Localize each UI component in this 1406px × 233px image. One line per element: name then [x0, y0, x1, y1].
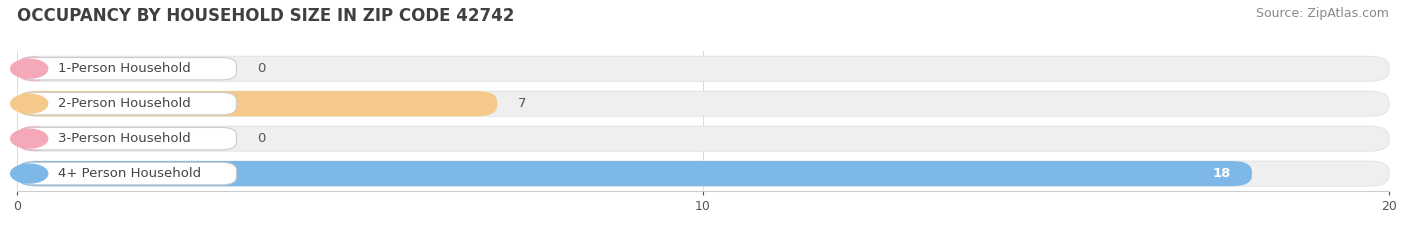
Circle shape [11, 164, 48, 183]
FancyBboxPatch shape [17, 126, 51, 151]
FancyBboxPatch shape [20, 162, 236, 185]
FancyBboxPatch shape [17, 91, 1389, 116]
FancyBboxPatch shape [17, 56, 1389, 81]
FancyBboxPatch shape [20, 93, 236, 115]
FancyBboxPatch shape [20, 58, 236, 80]
Circle shape [11, 94, 48, 113]
Text: 4+ Person Household: 4+ Person Household [58, 167, 201, 180]
FancyBboxPatch shape [17, 91, 498, 116]
Circle shape [11, 59, 48, 78]
Circle shape [11, 129, 48, 148]
Text: OCCUPANCY BY HOUSEHOLD SIZE IN ZIP CODE 42742: OCCUPANCY BY HOUSEHOLD SIZE IN ZIP CODE … [17, 7, 515, 25]
Text: Source: ZipAtlas.com: Source: ZipAtlas.com [1256, 7, 1389, 20]
FancyBboxPatch shape [17, 161, 1389, 186]
Text: 0: 0 [257, 62, 266, 75]
Text: 2-Person Household: 2-Person Household [58, 97, 191, 110]
FancyBboxPatch shape [17, 161, 1251, 186]
FancyBboxPatch shape [17, 126, 1389, 151]
Text: 1-Person Household: 1-Person Household [58, 62, 191, 75]
Text: 0: 0 [257, 132, 266, 145]
Text: 18: 18 [1213, 167, 1232, 180]
FancyBboxPatch shape [20, 127, 236, 150]
FancyBboxPatch shape [17, 56, 51, 81]
Text: 3-Person Household: 3-Person Household [58, 132, 191, 145]
Text: 7: 7 [517, 97, 526, 110]
